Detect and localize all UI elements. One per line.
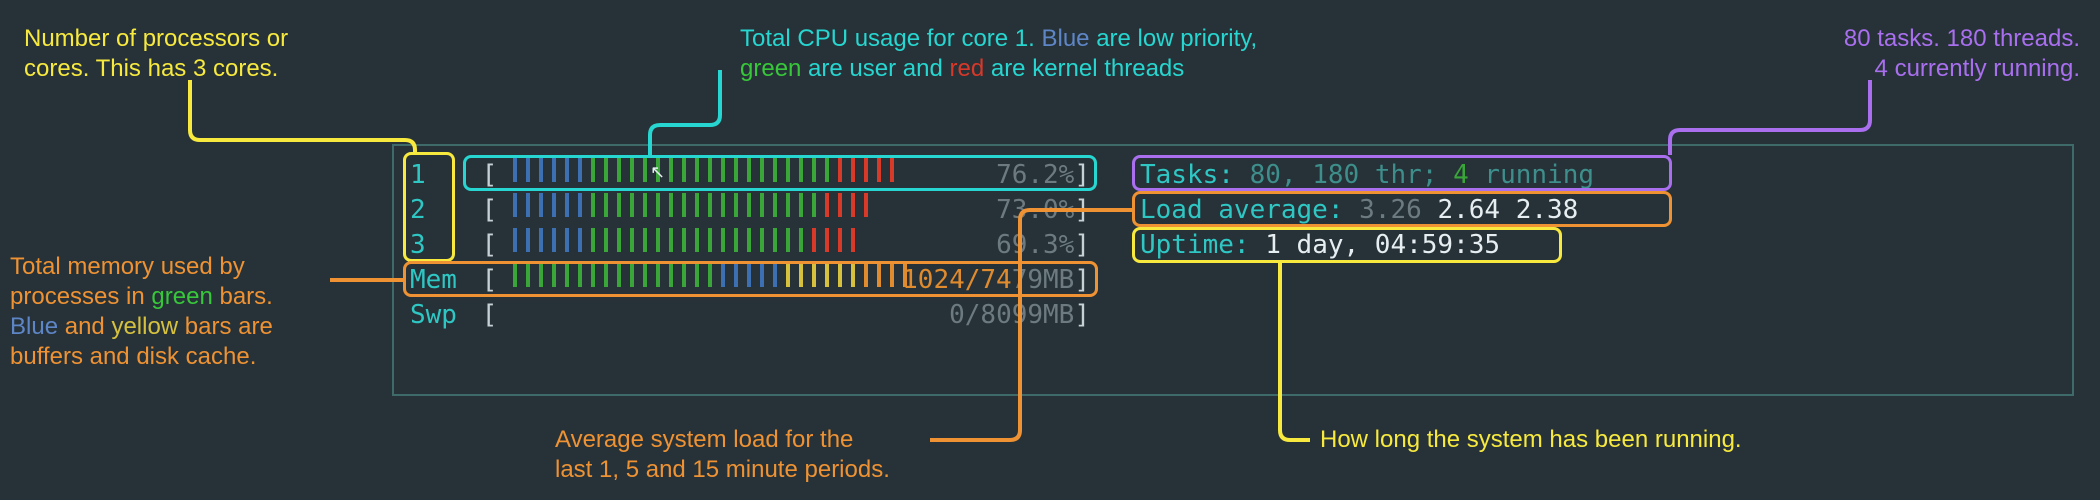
cpu-bars [513, 228, 864, 259]
annot-cpu: Total CPU usage for core 1. Blue are low… [740, 24, 1257, 84]
box-mem [403, 261, 1098, 297]
cpu-meter-3: 3 [ 69.3%] [410, 230, 1090, 260]
annot-tasks: 80 tasks. 180 threads. 4 currently runni… [1700, 24, 2080, 84]
annot-load: Average system load for the last 1, 5 an… [555, 425, 890, 485]
bracket-open: [ [482, 300, 498, 330]
cpu-meter-2: 2 [ 73.0%] [410, 195, 1090, 225]
box-uptime [1132, 227, 1562, 263]
box-tasks [1132, 155, 1672, 191]
cpu-bars [513, 193, 877, 224]
bracket-open: [ [482, 230, 498, 260]
cpu-percent: 73.0%] [996, 195, 1090, 225]
swp-value: 0/8099MB] [949, 300, 1090, 330]
cursor-icon: ↖︎ [650, 162, 665, 183]
annot-mem: Total memory used by processes in green … [10, 252, 273, 372]
annot-uptime: How long the system has been running. [1320, 425, 1742, 455]
bracket-open: [ [482, 195, 498, 225]
cpu-percent: 69.3%] [996, 230, 1090, 260]
swp-meter: Swp [ 0/8099MB] [410, 300, 1090, 330]
box-cores [403, 152, 455, 262]
box-cpu1 [463, 155, 1097, 191]
box-load [1132, 191, 1672, 227]
annot-cores: Number of processors or cores. This has … [24, 24, 288, 84]
swp-label: Swp [410, 300, 466, 330]
